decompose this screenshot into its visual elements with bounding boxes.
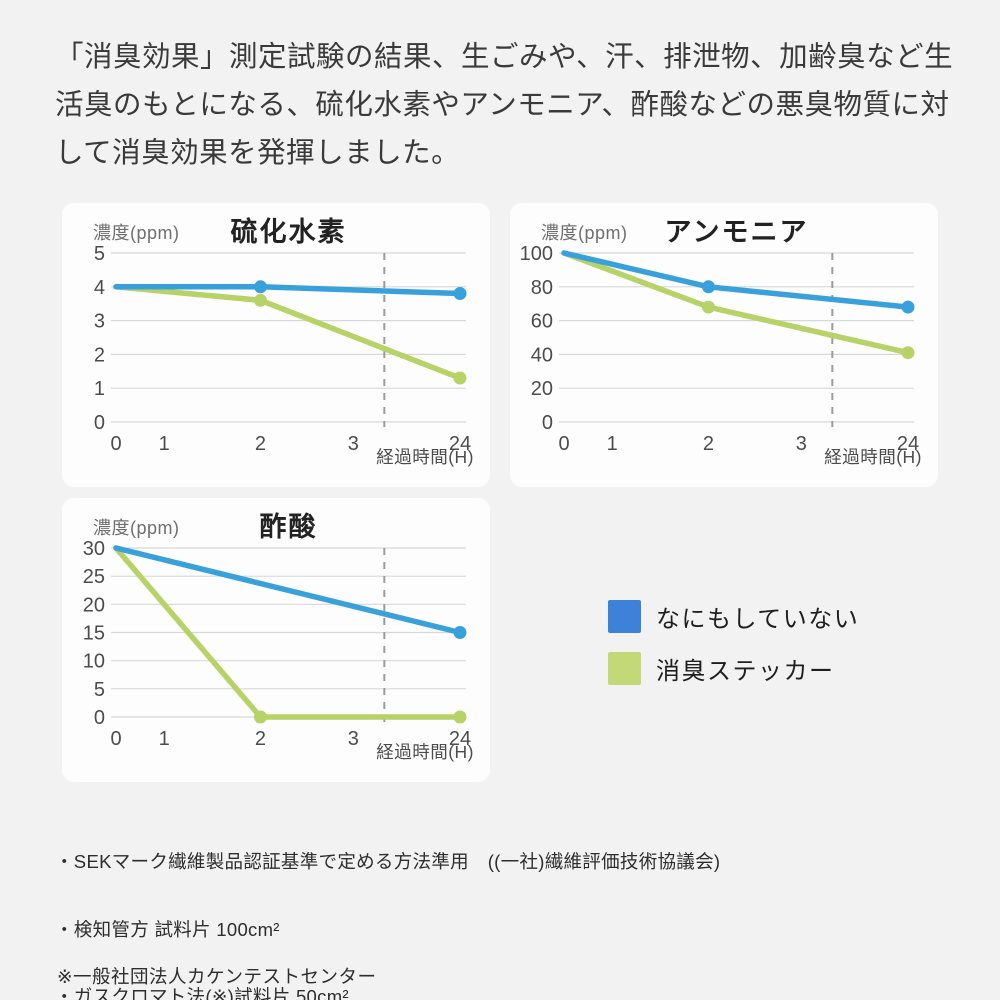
series-line-untreated <box>113 545 463 636</box>
data-point-deodorant-sticker <box>453 371 467 385</box>
x-tick-label: 3 <box>348 433 359 455</box>
legend-item-deodorant-sticker: 消臭ステッカー <box>608 652 859 685</box>
chart-card-hydrogen-sulfide: 濃度(ppm) 硫化水素 0 1 2 3 4 5 0 1 2 3 24 経過時間(H) <box>62 203 490 487</box>
data-point-untreated <box>253 280 267 294</box>
chart-card-ammonia: 濃度(ppm) アンモニア 0 20 40 60 80 100 0 1 2 3 24 経過時間(H) <box>510 203 938 487</box>
data-point-deodorant-sticker <box>253 710 267 724</box>
y-tick-label: 5 <box>94 679 105 701</box>
intro-text: 「消臭効果」測定試験の結果、生ごみや、汗、排泄物、加齢臭など生活臭のもとになる、… <box>55 41 954 169</box>
data-point-untreated <box>453 626 467 639</box>
y-axis-unit-label: 濃度(ppm) <box>541 223 628 243</box>
x-tick-label: 2 <box>255 433 266 455</box>
y-tick-label: 5 <box>94 243 105 265</box>
chart-card-acetic-acid: 濃度(ppm) 酢酸 0 5 10 15 20 25 30 0 1 2 3 24 経過時間(H) <box>62 498 490 782</box>
data-point-untreated <box>701 280 715 294</box>
x-tick-label: 3 <box>796 433 807 455</box>
x-axis-label: 経過時間(H) <box>824 447 922 467</box>
test-center-source: ※一般社団法人カケンテストセンター <box>57 965 377 987</box>
data-point-deodorant-sticker <box>453 710 467 724</box>
x-tick-label: 24 <box>897 433 919 455</box>
note-line: ・SEKマーク繊維製品認証基準で定める方法準用 ((一社)繊維評価技術協議会) <box>55 851 721 872</box>
chart-title: アンモニア <box>664 217 809 247</box>
y-tick-label: 10 <box>83 651 105 673</box>
x-tick-label: 24 <box>449 433 471 455</box>
line-chart-ammonia: 0 20 40 60 80 100 0 1 2 3 24 <box>520 243 920 455</box>
x-axis-label: 経過時間(H) <box>376 742 474 762</box>
y-tick-label: 1 <box>94 378 105 400</box>
x-tick-label: 1 <box>159 433 170 455</box>
y-tick-label: 60 <box>531 311 553 333</box>
data-point-untreated <box>453 287 467 301</box>
x-axis-label: 経過時間(H) <box>376 447 474 467</box>
y-axis-unit-label: 濃度(ppm) <box>93 223 180 243</box>
series-line-deodorant-sticker <box>113 284 463 381</box>
x-tick-label: 24 <box>449 728 471 750</box>
y-tick-label: 0 <box>94 707 105 729</box>
chart-title: 酢酸 <box>259 512 318 542</box>
y-tick-label: 3 <box>94 311 105 333</box>
y-tick-label: 25 <box>83 566 105 588</box>
series-line-untreated <box>561 250 911 310</box>
x-tick-label: 0 <box>558 433 569 455</box>
x-tick-label: 1 <box>607 433 618 455</box>
legend-label: 消臭ステッカー <box>656 658 835 685</box>
line-chart-acetic-acid: 0 5 10 15 20 25 30 0 1 2 3 24 <box>83 538 471 750</box>
x-tick-label: 0 <box>110 433 121 455</box>
y-tick-label: 100 <box>520 243 553 265</box>
y-tick-label: 0 <box>542 412 553 434</box>
y-tick-label: 80 <box>531 277 553 299</box>
y-tick-label: 20 <box>83 594 105 616</box>
note-line: ・検知管方 試料片 100cm² <box>55 918 280 940</box>
chart-title: 硫化水素 <box>230 217 347 247</box>
y-tick-label: 20 <box>531 378 553 400</box>
data-point-deodorant-sticker <box>253 293 267 307</box>
y-tick-label: 30 <box>83 538 105 560</box>
x-tick-label: 2 <box>255 728 266 750</box>
legend-swatch-deodorant-sticker <box>608 652 641 685</box>
legend-label: なにもしていない <box>656 606 860 633</box>
data-point-deodorant-sticker <box>701 300 715 314</box>
note-line: ・ガスクロマト法(※)試料片 50cm² <box>55 986 349 1000</box>
y-tick-label: 2 <box>94 344 105 366</box>
y-axis-unit-label: 濃度(ppm) <box>93 518 180 538</box>
x-tick-label: 3 <box>348 728 359 750</box>
y-tick-label: 40 <box>531 344 553 366</box>
data-point-untreated <box>901 300 915 314</box>
line-chart-hydrogen-sulfide: 0 1 2 3 4 5 0 1 2 3 24 <box>94 243 471 455</box>
legend-item-untreated: なにもしていない <box>608 600 859 633</box>
y-tick-label: 4 <box>94 277 105 299</box>
data-point-deodorant-sticker <box>901 346 915 360</box>
x-tick-label: 0 <box>110 728 121 750</box>
footnotes: ・SEKマーク繊維製品認証基準で定める方法準用 ((一社)繊維評価技術協議会) … <box>55 806 965 1000</box>
legend: なにもしていない 消臭ステッカー <box>608 600 859 704</box>
x-tick-label: 1 <box>159 728 170 750</box>
legend-swatch-untreated <box>608 600 641 633</box>
y-tick-label: 15 <box>83 623 105 645</box>
x-tick-label: 2 <box>703 433 714 455</box>
y-tick-label: 0 <box>94 412 105 434</box>
